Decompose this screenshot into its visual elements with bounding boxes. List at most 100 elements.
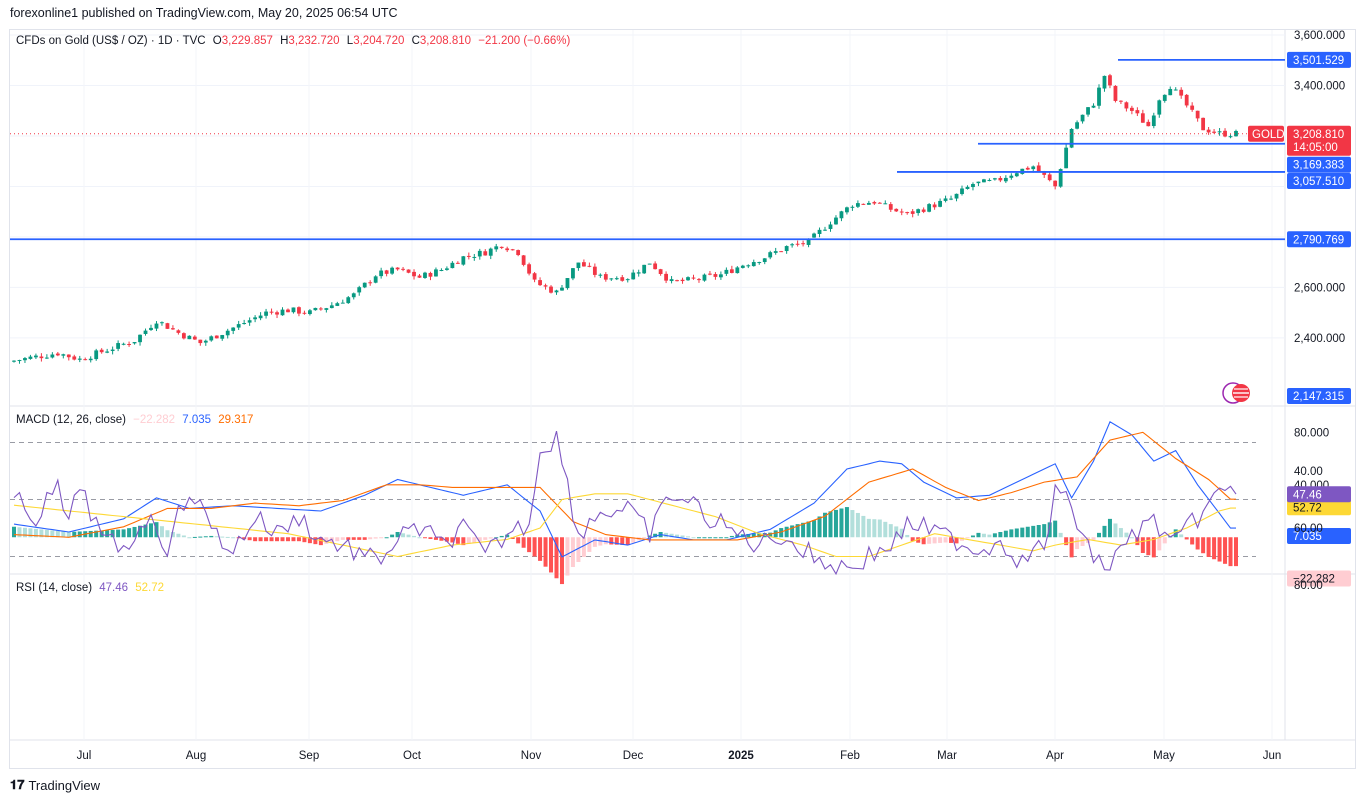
candle-body bbox=[899, 211, 904, 213]
macd-histogram-bar bbox=[609, 537, 614, 545]
macd-histogram-bar bbox=[127, 528, 132, 538]
macd-histogram-bar bbox=[192, 536, 197, 538]
macd-histogram-bar bbox=[280, 537, 285, 542]
macd-histogram-bar bbox=[1118, 528, 1123, 538]
macd-histogram-bar bbox=[22, 527, 27, 538]
open-value: 3,229.857 bbox=[221, 35, 273, 47]
candle-body bbox=[795, 243, 800, 245]
macd-histogram-bar bbox=[368, 537, 373, 540]
price-tick: 2,600.000 bbox=[1294, 282, 1345, 294]
macd-histogram-bar bbox=[1157, 537, 1162, 551]
candle-body bbox=[592, 266, 597, 275]
low-value: 3,204.720 bbox=[353, 35, 405, 47]
macd-histogram-bar bbox=[516, 537, 521, 544]
level-tag: 3,057.510 bbox=[1293, 176, 1344, 188]
macd-histogram-bar bbox=[203, 536, 208, 538]
candle-body bbox=[138, 334, 142, 343]
candle-body bbox=[368, 282, 373, 284]
macd-histogram-bar bbox=[812, 520, 817, 538]
macd-histogram-bar bbox=[379, 537, 384, 539]
candle-body bbox=[455, 262, 460, 264]
macd-value-tag-bg bbox=[1287, 528, 1351, 545]
candle-body bbox=[357, 287, 362, 293]
macd-histogram-bar bbox=[181, 535, 186, 538]
macd-histogram-bar bbox=[943, 537, 948, 543]
symbol-label[interactable]: CFDs on Gold (US$ / OZ) · 1D · TVC bbox=[16, 35, 206, 47]
macd-histogram-bar bbox=[105, 530, 110, 538]
candle-body bbox=[1179, 89, 1184, 96]
candle-body bbox=[88, 358, 93, 361]
macd-histogram-bar bbox=[981, 533, 986, 538]
macd-histogram-bar bbox=[905, 534, 910, 538]
level-tag-bg bbox=[1287, 172, 1351, 189]
candle-body bbox=[888, 204, 893, 210]
candle-body bbox=[1184, 94, 1189, 106]
candle-body bbox=[72, 356, 77, 360]
macd-histogram-bar bbox=[598, 537, 603, 546]
candle-body bbox=[269, 311, 274, 313]
candle-body bbox=[1058, 169, 1063, 187]
macd-histogram-bar bbox=[1014, 528, 1019, 538]
candle-body bbox=[477, 250, 482, 257]
candle-body bbox=[571, 268, 575, 279]
rsi-label[interactable]: RSI (14, close) bbox=[16, 582, 93, 594]
macd-label[interactable]: MACD (12, 26, close) bbox=[16, 414, 126, 426]
rsi-legend: RSI (14, close) 47.46 52.72 bbox=[16, 582, 168, 594]
macd-histogram-bar bbox=[187, 537, 192, 539]
close-value: 3,208.810 bbox=[419, 35, 472, 47]
candle-body bbox=[34, 355, 38, 358]
rsi-ma-tag: 52.72 bbox=[1293, 502, 1322, 514]
macd-histogram-bar bbox=[253, 537, 258, 542]
candle-body bbox=[116, 343, 121, 349]
candle-body bbox=[105, 351, 110, 353]
macd-histogram-bar bbox=[412, 535, 417, 538]
price-tick: 3,400.000 bbox=[1294, 81, 1345, 93]
macd-histogram-bar bbox=[313, 537, 318, 545]
candle-body bbox=[428, 272, 433, 277]
macd-histogram-bar bbox=[1223, 537, 1228, 564]
macd-histogram-bar bbox=[302, 537, 307, 543]
candle-body bbox=[1201, 117, 1206, 131]
macd-histogram-bar bbox=[795, 524, 800, 538]
macd-histogram-bar bbox=[422, 537, 427, 539]
macd-histogram-bar bbox=[806, 521, 811, 538]
candle-body bbox=[1124, 102, 1129, 109]
macd-hist-value: −22.282 bbox=[133, 414, 176, 426]
candle-body bbox=[488, 248, 493, 256]
candle-body bbox=[850, 206, 855, 208]
macd-histogram-bar bbox=[170, 532, 175, 538]
macd-histogram-bar bbox=[307, 537, 312, 544]
candle-body bbox=[1069, 129, 1074, 148]
macd-histogram-bar bbox=[1003, 530, 1008, 538]
candle-body bbox=[987, 179, 992, 181]
tradingview-logo[interactable]: 𝟏𝟕 TradingView bbox=[10, 778, 100, 793]
macd-tick: 80.000 bbox=[1294, 427, 1329, 439]
macd-legend: MACD (12, 26, close) −22.282 7.035 29.31… bbox=[16, 414, 257, 426]
candle-body bbox=[828, 224, 833, 229]
macd-histogram-bar bbox=[773, 530, 778, 538]
candle-body bbox=[127, 344, 131, 346]
macd-histogram-bar bbox=[510, 537, 515, 539]
candle-body bbox=[297, 307, 301, 314]
candle-body bbox=[225, 330, 230, 336]
candle-body bbox=[236, 324, 241, 328]
candle-body bbox=[1031, 166, 1036, 170]
candle-body bbox=[982, 179, 986, 183]
candle-body bbox=[527, 264, 532, 274]
candle-body bbox=[702, 274, 707, 281]
candle-body bbox=[1162, 94, 1167, 101]
candle-body bbox=[960, 188, 964, 195]
candle-body bbox=[1080, 114, 1085, 122]
macd-histogram-bar bbox=[921, 537, 926, 545]
candle-body bbox=[264, 311, 268, 316]
candle-body bbox=[1119, 100, 1123, 102]
macd-histogram-bar bbox=[1080, 537, 1085, 546]
candle-body bbox=[165, 323, 170, 329]
candle-body bbox=[762, 258, 767, 263]
candle-body bbox=[373, 276, 378, 283]
macd-histogram-bar bbox=[1042, 524, 1047, 538]
candle-body bbox=[740, 265, 745, 268]
candle-body bbox=[1146, 121, 1151, 127]
macd-histogram-bar bbox=[242, 537, 247, 540]
